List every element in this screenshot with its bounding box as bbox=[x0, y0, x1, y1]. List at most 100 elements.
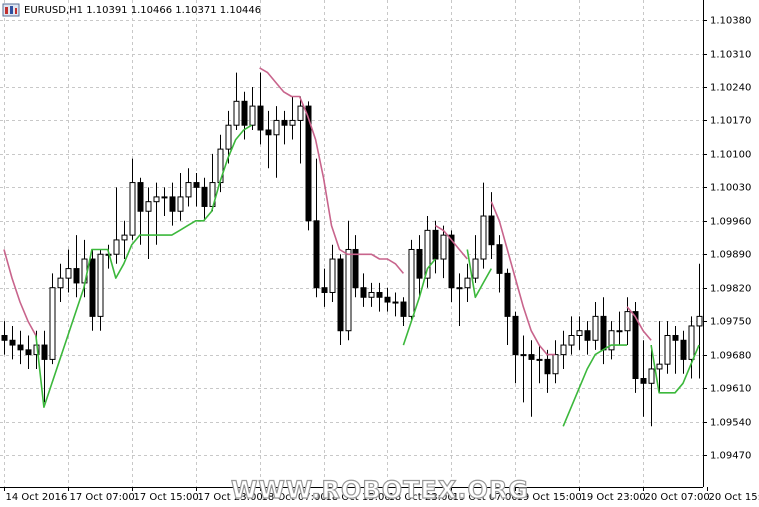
candle-body bbox=[289, 119, 296, 126]
candle-body bbox=[329, 258, 336, 293]
candle-body bbox=[616, 330, 623, 333]
candle-body bbox=[9, 339, 16, 346]
y-tick-label: 1.09890 bbox=[710, 250, 751, 261]
candle-body bbox=[648, 368, 655, 384]
y-tick-label: 1.10310 bbox=[710, 50, 751, 61]
candle-body bbox=[25, 349, 32, 356]
candle-body bbox=[97, 253, 104, 317]
candle-body bbox=[257, 105, 264, 131]
candle-body bbox=[297, 105, 304, 121]
x-tick-label: 14 Oct 2016 bbox=[6, 492, 68, 503]
y-tick-label: 1.10240 bbox=[710, 83, 751, 94]
candle-body bbox=[384, 296, 391, 303]
candle-body bbox=[193, 182, 200, 188]
candle-body bbox=[145, 201, 152, 212]
candle-body bbox=[360, 287, 367, 298]
candle-body bbox=[520, 354, 527, 357]
candle-body bbox=[161, 196, 168, 199]
candle-body bbox=[376, 291, 383, 298]
candle-body bbox=[41, 344, 48, 360]
candle-body bbox=[137, 182, 144, 212]
y-tick-label: 1.09960 bbox=[710, 217, 751, 228]
candle-body bbox=[57, 277, 64, 289]
candle-body bbox=[368, 291, 375, 298]
candle-body bbox=[544, 358, 551, 375]
x-tick-label: 20 Oct 15:00 bbox=[709, 492, 759, 503]
candle-body bbox=[113, 239, 120, 255]
candle-body bbox=[528, 354, 535, 360]
candle-body bbox=[392, 301, 399, 304]
candle-body bbox=[89, 258, 96, 317]
candle-body bbox=[73, 268, 80, 284]
y-tick-label: 1.09680 bbox=[710, 351, 751, 362]
watermark: WWW.ROBOTEX.ORG bbox=[231, 476, 529, 504]
candle-body bbox=[632, 311, 639, 380]
candle-body bbox=[400, 301, 407, 317]
symbol-icon bbox=[2, 3, 20, 17]
chart-title: EURUSD,H1 1.10391 1.10466 1.10371 1.1044… bbox=[24, 5, 261, 16]
candle-body bbox=[321, 287, 328, 293]
candle-body bbox=[512, 315, 519, 356]
candle-body bbox=[153, 196, 160, 203]
candle-body bbox=[185, 182, 192, 198]
candle-body bbox=[1, 334, 8, 341]
icon-bar bbox=[5, 7, 8, 14]
candle-body bbox=[496, 244, 503, 274]
candle-body bbox=[177, 196, 184, 212]
y-tick-label: 1.10170 bbox=[710, 116, 751, 127]
candle-body bbox=[456, 287, 463, 290]
candle-body bbox=[281, 119, 288, 126]
candle-body bbox=[432, 229, 439, 260]
x-tick-label: 18 Oct 15:00 bbox=[326, 492, 391, 503]
candle-body bbox=[273, 119, 280, 136]
x-tick-label: 20 Oct 07:00 bbox=[645, 492, 710, 503]
x-tick-label: 19 Oct 07:00 bbox=[453, 492, 518, 503]
candle-body bbox=[656, 363, 663, 370]
candle-body bbox=[49, 287, 56, 360]
x-tick-label: 18 Oct 07:00 bbox=[262, 492, 327, 503]
y-tick-label: 1.09750 bbox=[710, 317, 751, 328]
indicator-line bbox=[35, 124, 700, 427]
candle-body bbox=[416, 248, 423, 279]
y-tick-label: 1.09540 bbox=[710, 418, 751, 429]
candle-body bbox=[313, 220, 320, 289]
candle-body bbox=[600, 315, 607, 351]
y-tick-label: 1.09820 bbox=[710, 284, 751, 295]
x-tick-label: 19 Oct 15:00 bbox=[517, 492, 582, 503]
x-tick-label: 18 Oct 23:00 bbox=[389, 492, 454, 503]
candle-body bbox=[225, 124, 232, 150]
candle-body bbox=[672, 334, 679, 341]
candle-body bbox=[17, 344, 24, 351]
candle-body bbox=[169, 196, 176, 212]
candle-body bbox=[488, 215, 495, 246]
candle-body bbox=[552, 354, 559, 375]
candle-body bbox=[408, 248, 415, 317]
candle-body bbox=[345, 248, 352, 332]
candle-body bbox=[584, 330, 591, 341]
y-tick-label: 1.10100 bbox=[710, 150, 751, 161]
candle-body bbox=[640, 378, 647, 384]
candle-body bbox=[464, 277, 471, 289]
candle-body bbox=[624, 311, 631, 332]
y-tick-label: 1.10030 bbox=[710, 183, 751, 194]
candle-body bbox=[480, 215, 487, 260]
candle-body bbox=[680, 339, 687, 360]
candle-body bbox=[536, 358, 543, 361]
candle-body bbox=[65, 268, 72, 279]
candle-body bbox=[568, 334, 575, 346]
icon-bar bbox=[10, 6, 13, 14]
candle-body bbox=[201, 186, 208, 207]
candle-body bbox=[233, 100, 240, 126]
candle-body bbox=[305, 105, 312, 222]
x-tick-label: 19 Oct 23:00 bbox=[581, 492, 646, 503]
candle-body bbox=[265, 129, 272, 136]
candle-body bbox=[576, 330, 583, 336]
candle-body bbox=[352, 248, 359, 289]
candle-body bbox=[337, 258, 344, 332]
candle-body bbox=[696, 315, 703, 327]
candle-body bbox=[472, 258, 479, 279]
y-tick-label: 1.09470 bbox=[710, 451, 751, 462]
candle-body bbox=[424, 229, 431, 279]
